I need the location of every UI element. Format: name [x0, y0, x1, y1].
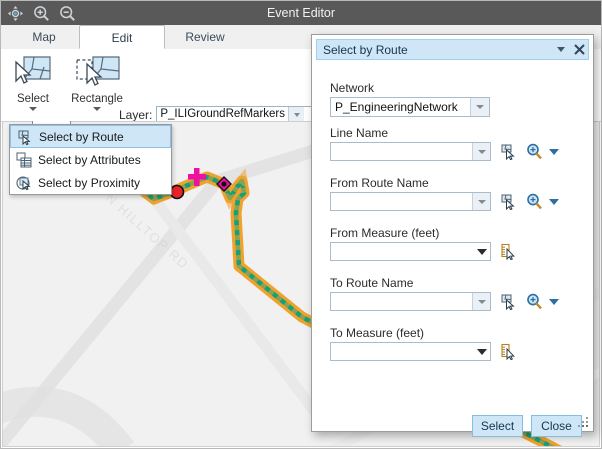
network-select[interactable]: P_EngineeringNetwork — [330, 97, 490, 117]
chevron-down-icon[interactable] — [473, 343, 490, 360]
field-label: Network — [330, 81, 375, 95]
chevron-down-icon[interactable] — [552, 40, 570, 60]
select-by-attributes-icon — [16, 152, 32, 168]
magnifier-icon[interactable] — [526, 193, 543, 210]
field-label: From Route Name — [330, 176, 429, 190]
magnifier-dropdown-icon[interactable] — [549, 198, 559, 205]
field-to-measure: To Measure (feet) — [330, 326, 517, 361]
tab-edit[interactable]: Edit — [79, 25, 165, 49]
select-dropdown-menu: Select by Route Select by Attributes — [9, 124, 172, 195]
pan-icon[interactable] — [7, 5, 24, 22]
chevron-down-icon[interactable] — [288, 107, 304, 122]
menu-item-label: Select by Route — [39, 129, 124, 144]
field-to-route-name: To Route Name — [330, 276, 559, 311]
chevron-down-icon[interactable] — [470, 98, 489, 116]
chevron-down-icon[interactable] — [472, 143, 490, 160]
rectangle-button-label: Rectangle — [71, 93, 123, 105]
layer-row: Layer: P_ILIGroundRefMarkers — [119, 106, 315, 123]
field-line-name: Line Name — [330, 126, 559, 161]
tab-map[interactable]: Map — [11, 25, 77, 49]
menu-item-label: Select by Proximity — [38, 175, 141, 190]
menu-item-label: Select by Attributes — [38, 152, 141, 167]
magnifier-icon[interactable] — [526, 293, 543, 310]
magnifier-dropdown-icon[interactable] — [549, 298, 559, 305]
to-measure-select[interactable] — [330, 342, 491, 361]
to-route-name-select[interactable] — [330, 292, 491, 311]
from-route-name-select[interactable] — [330, 192, 491, 211]
layer-select-value: P_ILIGroundRefMarkers — [160, 108, 285, 120]
chevron-down-icon[interactable] — [93, 107, 101, 111]
select-by-route-dialog: Select by Route Network P_EngineeringNet… — [311, 34, 594, 437]
field-label: Line Name — [330, 126, 389, 140]
select-button-label: Select — [17, 93, 49, 105]
line-name-select[interactable] — [330, 142, 491, 161]
chevron-down-icon[interactable] — [29, 107, 37, 111]
layer-label: Layer: — [119, 107, 153, 122]
chevron-down-icon[interactable] — [473, 243, 490, 260]
chevron-down-icon[interactable] — [472, 293, 490, 310]
pick-from-map-icon[interactable] — [500, 193, 517, 211]
menu-item-select-by-attributes[interactable]: Select by Attributes — [10, 148, 171, 171]
magnifier-dropdown-icon[interactable] — [549, 148, 559, 155]
dialog-body: Network P_EngineeringNetwork Line Name — [312, 63, 593, 437]
menu-item-select-by-proximity[interactable]: Select by Proximity — [10, 171, 171, 194]
menu-item-select-by-route[interactable]: Select by Route — [10, 125, 171, 148]
chevron-down-icon[interactable] — [472, 193, 490, 210]
measure-pick-icon[interactable] — [500, 243, 517, 261]
dialog-select-button[interactable]: Select — [472, 415, 523, 437]
zoom-out-icon[interactable] — [59, 5, 76, 22]
selected-point-marker — [216, 176, 232, 192]
network-select-value: P_EngineeringNetwork — [335, 100, 458, 114]
field-label: From Measure (feet) — [330, 226, 440, 240]
select-by-proximity-icon — [16, 175, 32, 191]
pick-from-map-icon[interactable] — [500, 293, 517, 311]
field-label: To Measure (feet) — [330, 326, 425, 340]
field-from-measure: From Measure (feet) — [330, 226, 517, 261]
dialog-title: Select by Route — [323, 42, 408, 57]
dialog-titlebar[interactable]: Select by Route — [316, 39, 589, 60]
select-by-route-icon — [17, 129, 33, 145]
resize-grip[interactable] — [578, 417, 589, 428]
rectangle-select-icon — [76, 56, 120, 86]
titlebar-tool-icons — [7, 1, 76, 25]
crosshair-marker — [188, 168, 206, 186]
select-tool-icon — [15, 56, 51, 84]
field-label: To Route Name — [330, 276, 414, 290]
route-start-marker — [169, 184, 185, 200]
field-from-route-name: From Route Name — [330, 176, 559, 211]
rectangle-button[interactable]: Rectangle — [63, 53, 131, 111]
from-measure-select[interactable] — [330, 242, 491, 261]
select-button[interactable]: Select — [3, 53, 63, 111]
tab-review[interactable]: Review — [167, 25, 243, 49]
window-titlebar: Event Editor — [1, 1, 601, 25]
magnifier-icon[interactable] — [526, 143, 543, 160]
field-network: Network P_EngineeringNetwork — [330, 81, 490, 117]
measure-pick-icon[interactable] — [500, 343, 517, 361]
dialog-close-button[interactable]: Close — [531, 415, 582, 437]
close-icon[interactable] — [570, 40, 588, 60]
layer-select[interactable]: P_ILIGroundRefMarkers — [156, 106, 315, 123]
zoom-in-icon[interactable] — [33, 5, 50, 22]
pick-from-map-icon[interactable] — [500, 143, 517, 161]
window-title: Event Editor — [266, 6, 336, 20]
